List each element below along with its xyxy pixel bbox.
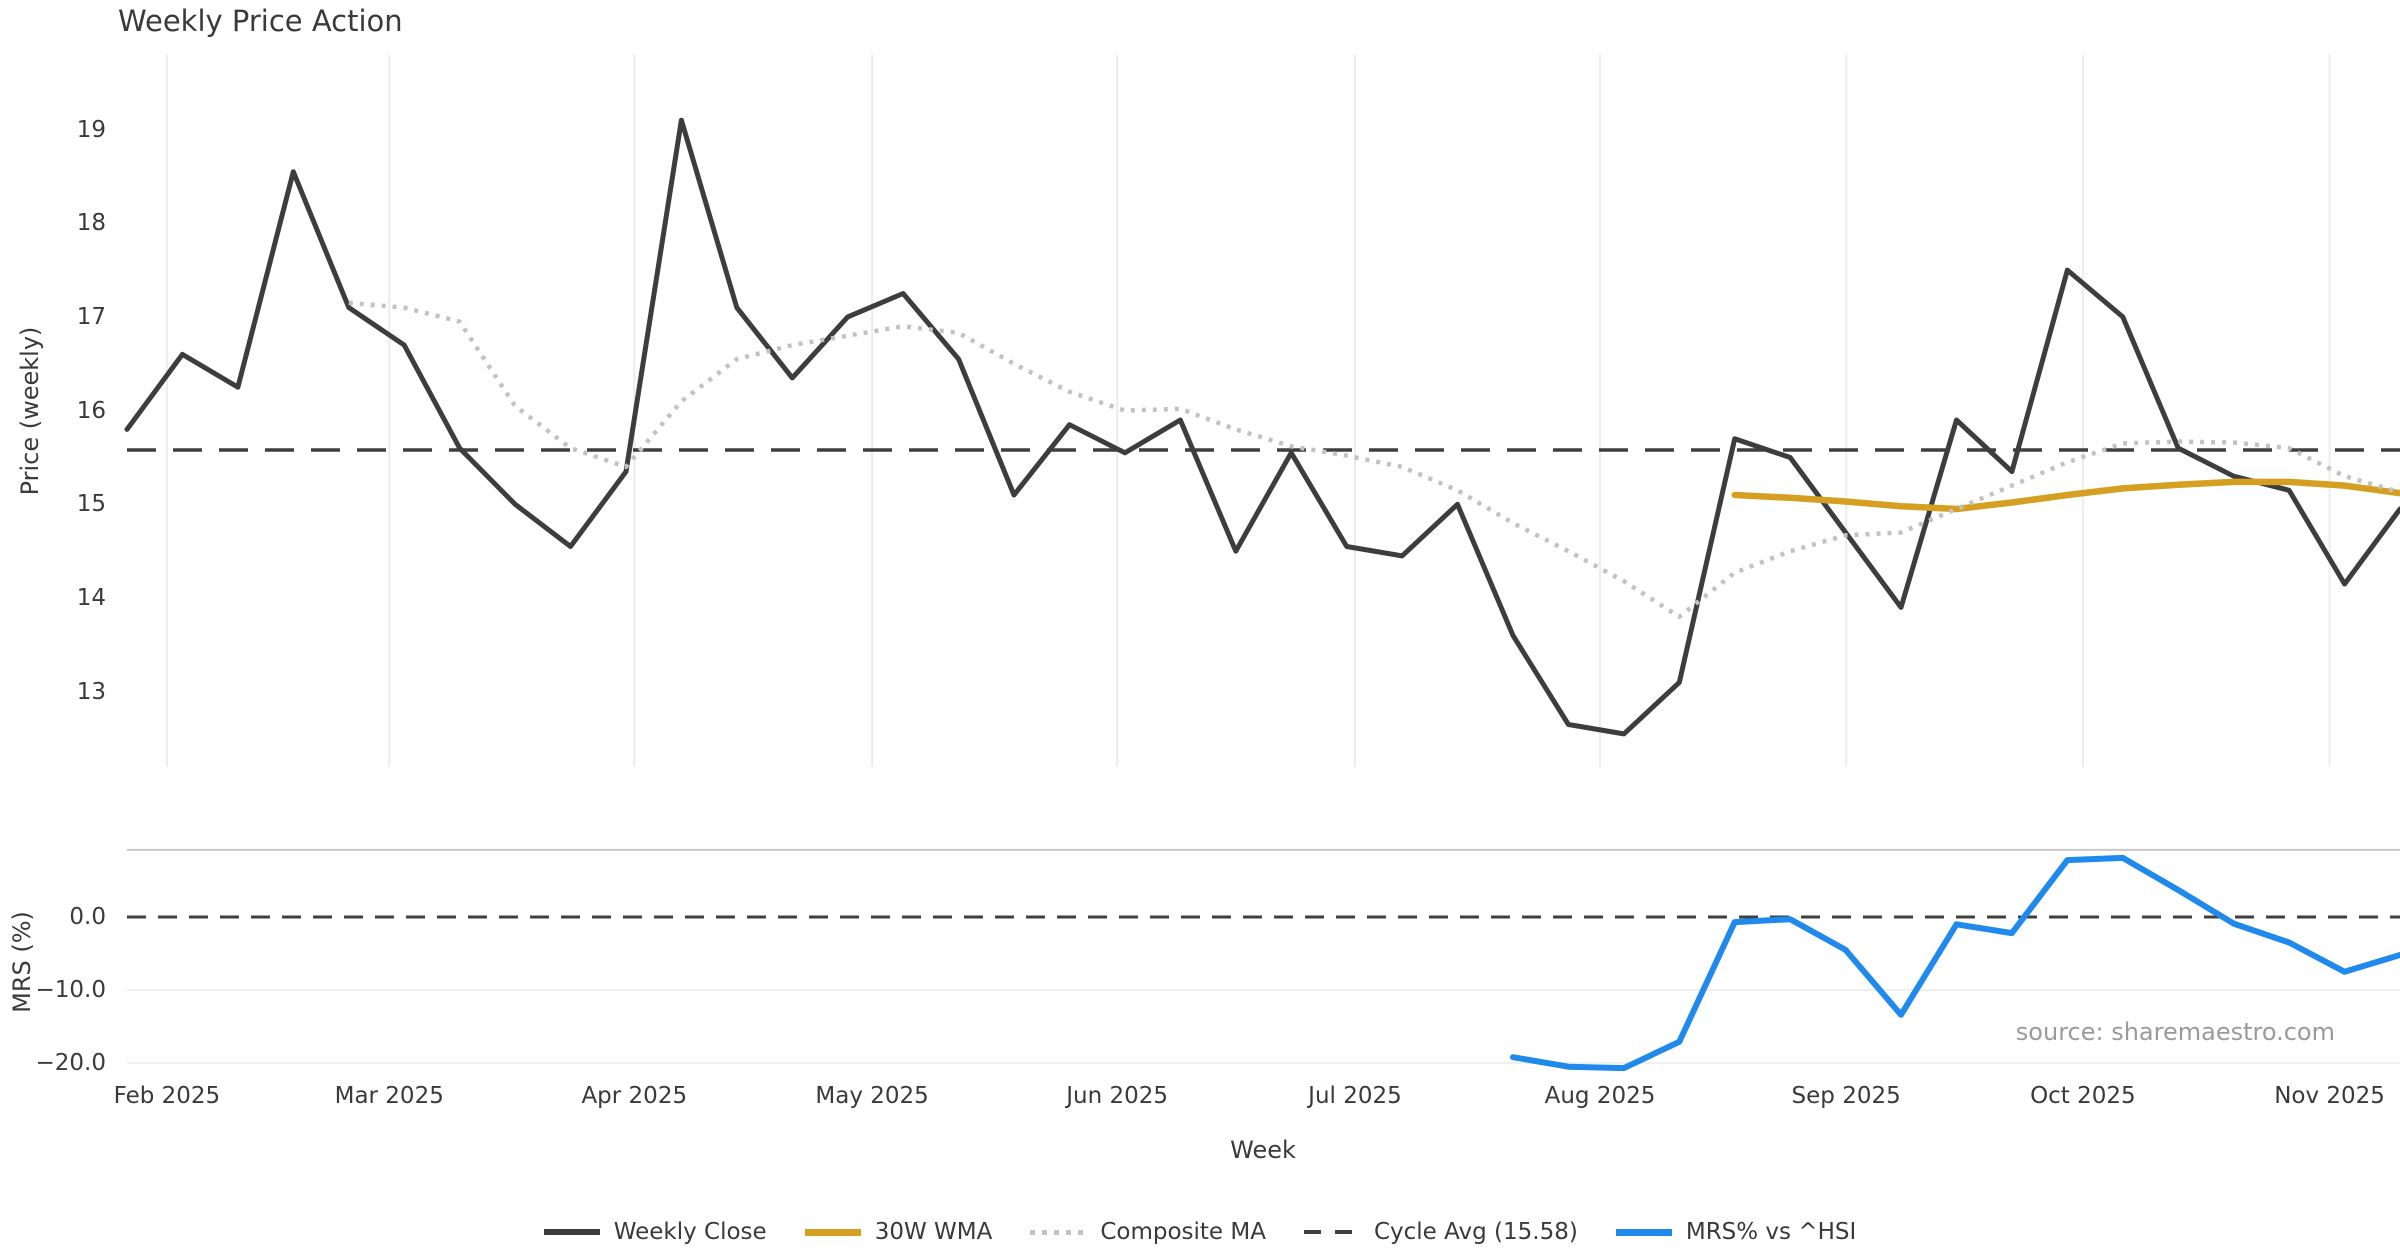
- mrs-tick--10: −10.0: [35, 977, 106, 1003]
- weekly-close-line: [124, 117, 2400, 737]
- composite-ma-line: [348, 300, 2400, 620]
- legend-label: Weekly Close: [613, 1219, 767, 1245]
- price-tick-16: 16: [76, 397, 106, 424]
- legend-label: Cycle Avg (15.58): [1373, 1219, 1578, 1245]
- dotted-gray-swatch-icon: [1030, 1229, 1087, 1235]
- solid-gold-swatch-icon: [804, 1228, 861, 1236]
- legend-item-30w-wma: 30W WMA: [804, 1219, 993, 1245]
- x-tick-aug-2025: Aug 2025: [1544, 1083, 1656, 1109]
- legend-item-mrs-vs-hsi: MRS% vs ^HSI: [1615, 1219, 1857, 1245]
- legend-item-cycle-avg-15-58-: Cycle Avg (15.58): [1303, 1219, 1578, 1245]
- price-tick-13: 13: [76, 678, 106, 705]
- legend-label: Composite MA: [1100, 1219, 1266, 1245]
- legend-label: MRS% vs ^HSI: [1685, 1219, 1857, 1245]
- price-tick-18: 18: [76, 210, 106, 237]
- x-tick-may-2025: May 2025: [815, 1083, 929, 1109]
- source-note: source: sharemaestro.com: [2015, 1018, 2335, 1046]
- x-tick-mar-2025: Mar 2025: [334, 1083, 444, 1109]
- legend-item-weekly-close: Weekly Close: [543, 1219, 767, 1245]
- price-tick-14: 14: [76, 585, 106, 612]
- reference-lines: [127, 448, 2400, 919]
- dashed-dark-swatch-icon: [1303, 1230, 1360, 1234]
- x-tick-nov-2025: Nov 2025: [2274, 1083, 2385, 1109]
- gridlines: [127, 54, 2400, 1064]
- mrs-tick--20: −20.0: [35, 1050, 106, 1076]
- x-tick-oct-2025: Oct 2025: [2030, 1083, 2136, 1109]
- x-tick-jun-2025: Jun 2025: [1066, 1083, 1169, 1109]
- mrs-vs-hsi-line: [1510, 854, 2400, 1072]
- x-axis-title: Week: [1230, 1136, 1296, 1164]
- solid-blue-swatch-icon: [1615, 1228, 1672, 1236]
- solid-dark-swatch-icon: [543, 1229, 600, 1235]
- legend-label: 30W WMA: [874, 1219, 993, 1245]
- legend: Weekly Close 30W WMA Composite MA Cycle Avg…: [0, 1210, 2400, 1254]
- price-tick-15: 15: [76, 491, 106, 518]
- price-tick-19: 19: [76, 116, 106, 143]
- x-tick-sep-2025: Sep 2025: [1791, 1083, 1901, 1109]
- x-tick-apr-2025: Apr 2025: [581, 1083, 688, 1109]
- price-tick-17: 17: [76, 303, 106, 330]
- legend-item-composite-ma: Composite MA: [1030, 1219, 1266, 1245]
- chart-title: Weekly Price Action: [118, 4, 403, 38]
- 30w-wma-line: [1731, 478, 2400, 513]
- mrs-panel-series: [1510, 854, 2400, 1072]
- price-panel-series: [124, 117, 2400, 737]
- x-tick-jul-2025: Jul 2025: [1308, 1083, 1402, 1109]
- x-tick-feb-2025: Feb 2025: [113, 1083, 221, 1109]
- mrs-tick-0: 0.0: [69, 904, 106, 930]
